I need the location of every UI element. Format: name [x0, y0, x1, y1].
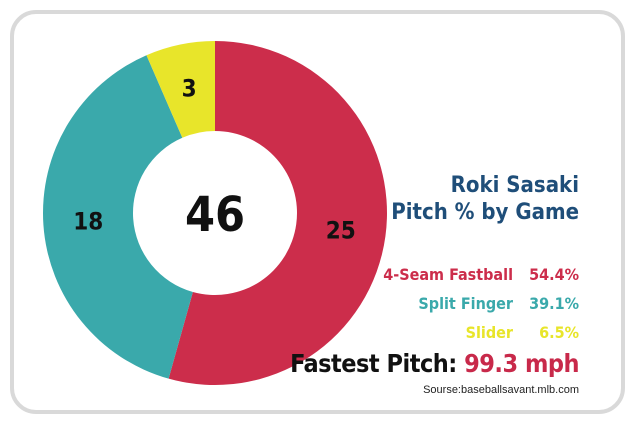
legend: 4-Seam Fastball 54.4% Split Finger 39.1% Sli…	[319, 260, 579, 347]
legend-item-label: Slider	[465, 323, 513, 342]
slice-value-label: 3	[182, 75, 197, 103]
legend-item-percent: 54.4%	[529, 265, 579, 284]
legend-item-percent: 6.5%	[539, 323, 579, 342]
slice-value-label: 25	[326, 216, 356, 244]
infographic-card: 25 18 3 46 Roki Sasaki Pitch % by Game 4-Se…	[10, 10, 625, 414]
donut-slice-4-seam-fastball	[168, 41, 387, 385]
title-line-name: Roki Sasaki	[450, 173, 579, 198]
fastest-pitch: Fastest Pitch: 99.3 mph	[290, 349, 579, 378]
fastest-pitch-label: Fastest Pitch:	[290, 349, 457, 378]
chart-title: Roki Sasaki Pitch % by Game	[391, 172, 579, 226]
legend-item: Split Finger 39.1%	[319, 289, 579, 318]
slice-value-label: 18	[73, 208, 103, 236]
legend-item-percent: 39.1%	[529, 294, 579, 313]
source-note: Sourse:baseballsavant.mlb.com	[423, 384, 579, 396]
donut-slice-slider	[146, 41, 215, 138]
title-line-subtitle: Pitch % by Game	[391, 200, 579, 225]
donut-center-total: 46	[185, 187, 245, 243]
donut-slice-split-finger	[42, 55, 193, 379]
legend-item-label: 4-Seam Fastball	[383, 265, 513, 284]
legend-item: 4-Seam Fastball 54.4%	[319, 260, 579, 289]
donut-chart: 25 18 3 46	[42, 41, 387, 385]
legend-item-label: Split Finger	[418, 294, 513, 313]
legend-item: Slider 6.5%	[319, 318, 579, 347]
fastest-pitch-value: 99.3 mph	[464, 349, 579, 378]
